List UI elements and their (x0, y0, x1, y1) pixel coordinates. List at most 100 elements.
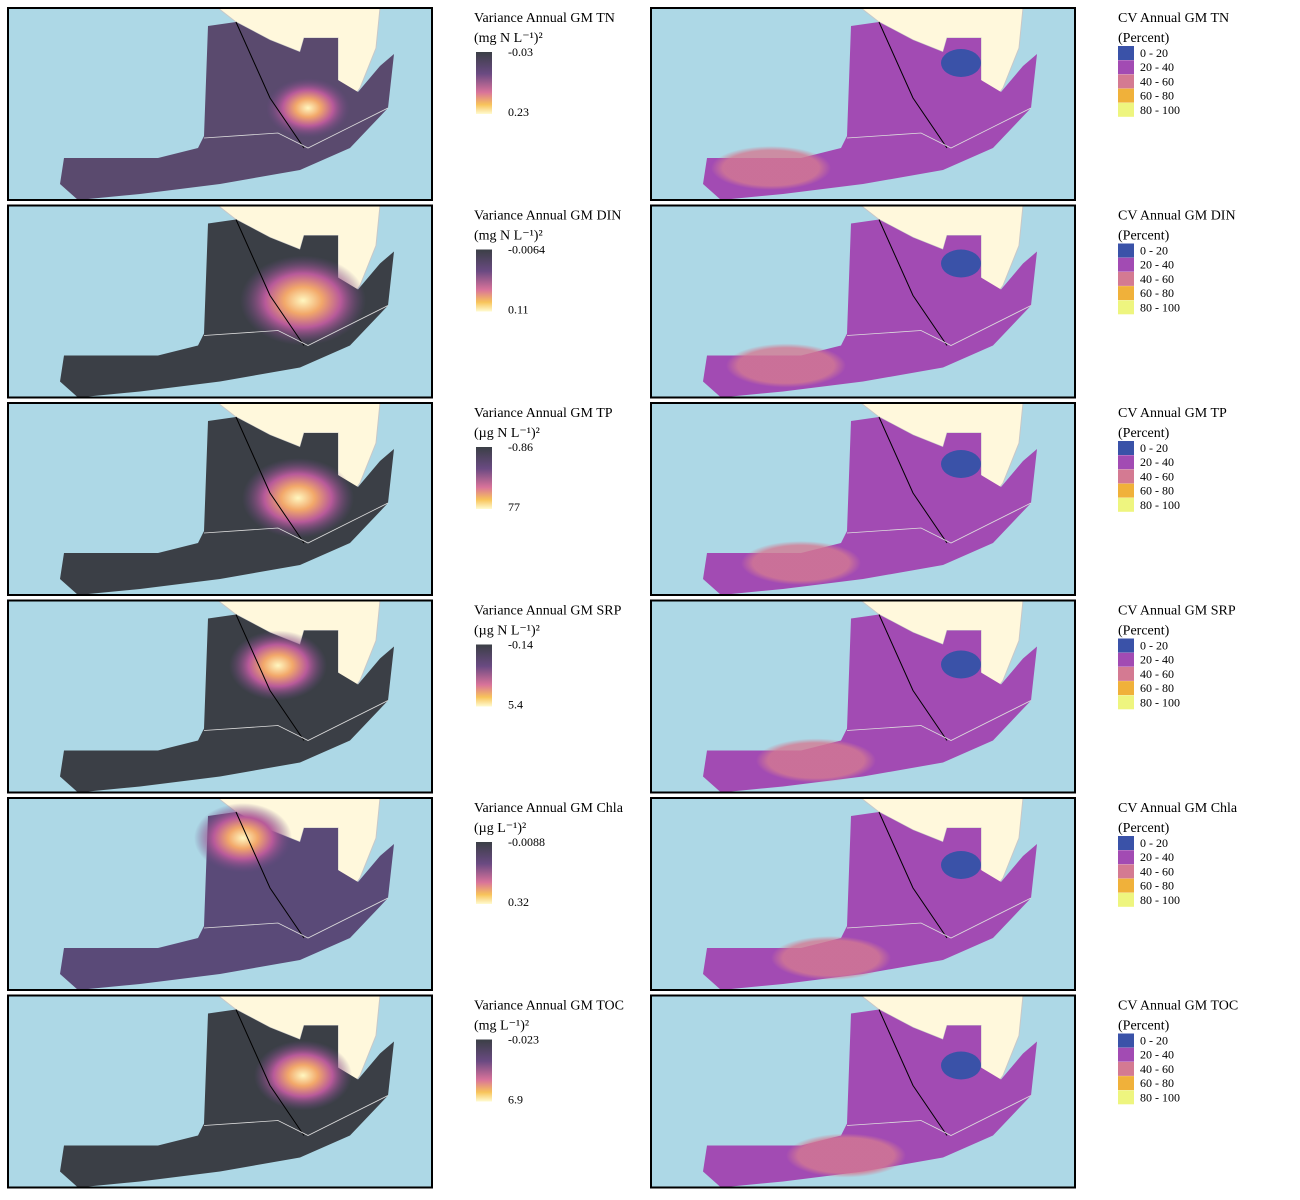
legend-title: CV Annual GM TN (1118, 11, 1229, 26)
boundary (203, 897, 389, 939)
map-frame (7, 599, 433, 794)
legend-class: 60 - 80 (1140, 681, 1174, 695)
color-bar (476, 447, 492, 509)
legend-swatch (1118, 638, 1134, 653)
legend-unit: (Percent) (1118, 426, 1170, 441)
legend-title: CV Annual GM SRP (1118, 604, 1236, 619)
legend-title: CV Annual GM Chla (1118, 801, 1238, 816)
boundary (203, 305, 389, 346)
legend-swatch (1118, 836, 1134, 850)
legend-class: 40 - 60 (1140, 864, 1174, 878)
legend-class: 60 - 80 (1140, 879, 1174, 893)
map-frame (7, 994, 433, 1189)
boundary (203, 107, 389, 149)
cv-zone (941, 450, 981, 478)
domain (60, 22, 394, 200)
cv-map (650, 7, 1076, 201)
legend-class: 80 - 100 (1140, 103, 1180, 117)
legend-bottom: 77 (508, 500, 520, 514)
legend-title: Variance Annual GM DIN (474, 209, 621, 224)
boundary (235, 614, 305, 741)
map-frame (7, 402, 433, 596)
color-bar (476, 249, 492, 312)
boundary (846, 107, 1032, 149)
boundary (235, 416, 305, 544)
legend-swatch (1118, 257, 1134, 272)
map-frame (650, 204, 1076, 399)
legend-class: 0 - 20 (1140, 836, 1168, 850)
legend-top: -0.0064 (508, 243, 545, 257)
legend-class: 0 - 20 (1140, 639, 1168, 653)
boundary (846, 502, 1032, 544)
legend-swatch (1118, 1076, 1134, 1091)
legend-swatch (1118, 88, 1134, 103)
legend-class: 80 - 100 (1140, 300, 1180, 314)
hotspot (194, 803, 292, 873)
map-frame (650, 402, 1076, 596)
legend-unit: (mg N L⁻¹)² (474, 31, 543, 46)
hotspot (266, 78, 350, 138)
cv-zone (771, 936, 891, 980)
legend-swatch (1118, 878, 1134, 893)
map-frame (650, 599, 1076, 794)
legend-class: 60 - 80 (1140, 89, 1174, 103)
legend-swatch (1118, 74, 1134, 89)
legend-class: 20 - 40 (1140, 653, 1174, 667)
legend-unit: (mg L⁻¹)² (474, 1019, 529, 1034)
legend-swatch (1118, 652, 1134, 667)
cv-zone (726, 343, 846, 388)
boundary (235, 811, 305, 939)
cv-map (650, 204, 1076, 399)
legend-swatch (1118, 1061, 1134, 1076)
legend-title: Variance Annual GM TN (474, 11, 615, 26)
boundary (878, 811, 948, 939)
legend-title: CV Annual GM TP (1118, 406, 1227, 421)
hotspot (242, 458, 354, 538)
legend-class: 60 - 80 (1140, 484, 1174, 498)
boundary (235, 1009, 305, 1136)
legend-swatch (1118, 102, 1134, 117)
boundary (235, 21, 305, 149)
legend-swatch (1118, 681, 1134, 696)
boundary (235, 219, 305, 346)
legend-class: 0 - 20 (1140, 1034, 1168, 1048)
legend-class: 60 - 80 (1140, 1076, 1174, 1090)
legend-class: 20 - 40 (1140, 1048, 1174, 1062)
boundary (203, 700, 389, 741)
legend-class: 40 - 60 (1140, 667, 1174, 681)
legend-swatch (1118, 1090, 1134, 1105)
legend-class: 40 - 60 (1140, 469, 1174, 483)
map-frame (650, 797, 1076, 991)
boundary (878, 219, 948, 346)
legend-swatch (1118, 497, 1134, 512)
legend-swatch (1118, 60, 1134, 75)
cv-map (650, 797, 1076, 991)
variance-map (7, 204, 433, 399)
legend-unit: (µg N L⁻¹)² (474, 426, 540, 441)
legend-bottom: 0.23 (508, 105, 529, 119)
legend-swatch (1118, 271, 1134, 286)
color-bar (476, 842, 492, 904)
legend-class: 20 - 40 (1140, 455, 1174, 469)
boundary (878, 21, 948, 149)
legend-unit: (Percent) (1118, 821, 1170, 836)
legend-bottom: 0.11 (508, 303, 529, 317)
legend-class: 80 - 100 (1140, 695, 1180, 709)
boundary (846, 1095, 1032, 1136)
variance-map (7, 599, 433, 794)
legend-class: 80 - 100 (1140, 1090, 1180, 1104)
legend-swatch (1118, 483, 1134, 498)
map-frame (650, 7, 1076, 201)
cv-map (650, 402, 1076, 596)
legend-top: -0.86 (508, 440, 533, 454)
legend-top: -0.0088 (508, 835, 545, 849)
hotspot (229, 630, 327, 701)
legend-title: Variance Annual GM SRP (474, 604, 622, 619)
cv-zone (741, 541, 861, 585)
legend-title: Variance Annual GM TOC (474, 999, 624, 1014)
map-frame (7, 797, 433, 991)
variance-map (7, 7, 433, 201)
legend-bottom: 5.4 (508, 698, 523, 712)
legend-swatch (1118, 892, 1134, 907)
